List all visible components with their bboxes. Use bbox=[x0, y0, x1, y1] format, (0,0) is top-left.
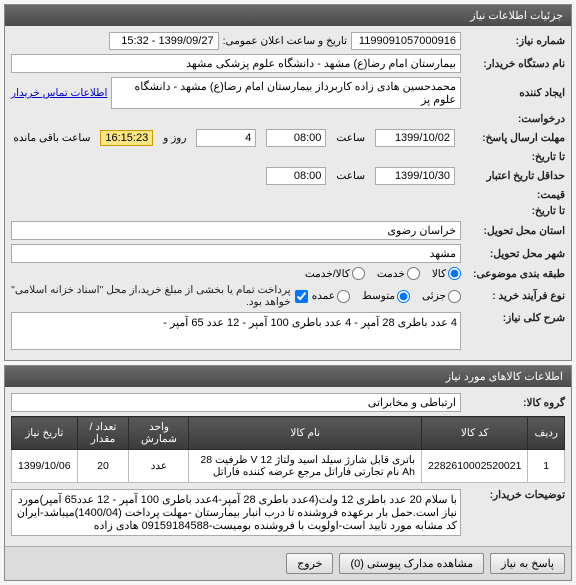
panel-title: جزئیات اطلاعات نیاز bbox=[5, 5, 571, 26]
cell-code: 2282610002520021 bbox=[422, 450, 528, 483]
label-valid-min: حداقل تاریخ اعتبار bbox=[465, 170, 565, 182]
field-deadline-hour: 08:00 bbox=[266, 129, 326, 147]
radio-both[interactable]: کالا/خدمت bbox=[305, 267, 365, 280]
field-days-left: 4 bbox=[196, 129, 256, 147]
radio-goods[interactable]: کالا bbox=[432, 267, 461, 280]
field-org: بیمارستان امام رضا(ع) مشهد - دانشگاه علو… bbox=[11, 54, 461, 73]
label-hour: ساعت bbox=[336, 132, 365, 144]
col-unit: واحد شمارش bbox=[129, 417, 189, 450]
field-buyer-note: با سلام 20 عدد باطری 12 ولت(4عدد باطری 2… bbox=[11, 489, 461, 536]
view-docs-button[interactable]: مشاهده مدارک پیوستی (0) bbox=[339, 553, 484, 574]
buyer-contact-link[interactable]: اطلاعات تماس خریدار bbox=[11, 87, 107, 99]
budget-radio-group: کالا خدمت کالا/خدمت bbox=[305, 267, 461, 280]
radio-mid[interactable]: متوسط bbox=[362, 290, 410, 303]
label-price: قیمت: bbox=[465, 189, 565, 201]
label-public-time: تاریخ و ساعت اعلان عمومی: bbox=[223, 35, 347, 47]
field-creator: محمدحسین هادی زاده کاربرداز بیمارستان ام… bbox=[111, 77, 461, 109]
field-number: 1199091057000916 bbox=[351, 32, 461, 50]
label-org: نام دستگاه خریدار: bbox=[465, 58, 565, 70]
label-province: استان محل تحویل: bbox=[465, 225, 565, 237]
label-creator: ایجاد کننده bbox=[465, 87, 565, 99]
label-to-date2: تا تاریخ: bbox=[465, 205, 565, 217]
label-number: شماره نیاز: bbox=[465, 35, 565, 47]
cell-name: باتری قابل شارژ سیلد اسید ولتاژ 12 V ظرف… bbox=[189, 450, 422, 483]
field-desc: 4 عدد باطری 28 آمپر - 4 عدد باطری 100 آم… bbox=[11, 312, 461, 350]
cell-date: 1399/10/06 bbox=[12, 450, 78, 483]
label-desc: شرح کلی نیاز: bbox=[465, 312, 565, 324]
cell-idx: 1 bbox=[528, 450, 565, 483]
process-note: پرداخت تمام یا بخشی از مبلغ خرید،از محل … bbox=[11, 284, 291, 308]
label-request: درخواست: bbox=[465, 113, 565, 125]
process-radio-group: جزئی متوسط عمده bbox=[312, 290, 461, 303]
label-remain: ساعت باقی مانده bbox=[13, 132, 90, 144]
label-deadline: مهلت ارسال پاسخ: bbox=[465, 132, 565, 144]
label-buyer-note: توضیحات خریدار: bbox=[465, 489, 565, 501]
button-bar: پاسخ به نیاز مشاهده مدارک پیوستی (0) خرو… bbox=[5, 546, 571, 580]
radio-low[interactable]: جزئی bbox=[422, 290, 461, 303]
col-code: کد کالا bbox=[422, 417, 528, 450]
panel-body: شماره نیاز: 1199091057000916 تاریخ و ساع… bbox=[5, 26, 571, 360]
need-details-panel: جزئیات اطلاعات نیاز شماره نیاز: 11990910… bbox=[4, 4, 572, 361]
col-name: نام کالا bbox=[189, 417, 422, 450]
col-qty: تعداد / مقدار bbox=[77, 417, 129, 450]
respond-button[interactable]: پاسخ به نیاز bbox=[490, 553, 565, 574]
field-valid-hour: 08:00 bbox=[266, 167, 326, 185]
field-group: ارتباطی و مخابراتی bbox=[11, 393, 461, 412]
label-day: روز و bbox=[163, 132, 186, 144]
field-province: خراسان رضوی bbox=[11, 221, 461, 240]
field-deadline-date: 1399/10/02 bbox=[375, 129, 455, 147]
cell-unit: عدد bbox=[129, 450, 189, 483]
label-group: گروه کالا: bbox=[465, 397, 565, 409]
items-panel: اطلاعات کالاهای مورد نیاز گروه کالا: ارت… bbox=[4, 365, 572, 581]
radio-service[interactable]: خدمت bbox=[377, 267, 420, 280]
label-from-date: تا تاریخ: bbox=[465, 151, 565, 163]
items-table: ردیف کد کالا نام کالا واحد شمارش تعداد /… bbox=[11, 416, 565, 483]
treasury-checkbox[interactable] bbox=[295, 290, 308, 303]
radio-high[interactable]: عمده bbox=[312, 290, 350, 303]
table-row: 1 2282610002520021 باتری قابل شارژ سیلد … bbox=[12, 450, 565, 483]
field-valid-date: 1399/10/30 bbox=[375, 167, 455, 185]
field-city: مشهد bbox=[11, 244, 461, 263]
items-panel-title: اطلاعات کالاهای مورد نیاز bbox=[5, 366, 571, 387]
field-public-time: 1399/09/27 - 15:32 bbox=[109, 32, 219, 50]
exit-button[interactable]: خروج bbox=[286, 553, 333, 574]
items-panel-body: گروه کالا: ارتباطی و مخابراتی ردیف کد کا… bbox=[5, 387, 571, 546]
col-idx: ردیف bbox=[528, 417, 565, 450]
label-process-type: نوع فرآیند خرید : bbox=[465, 290, 565, 302]
cell-qty: 20 bbox=[77, 450, 129, 483]
label-budget: طبقه بندی موضوعی: bbox=[465, 268, 565, 280]
countdown-timer: 16:15:23 bbox=[100, 130, 153, 146]
table-header-row: ردیف کد کالا نام کالا واحد شمارش تعداد /… bbox=[12, 417, 565, 450]
label-city: شهر محل تحویل: bbox=[465, 248, 565, 260]
label-hour2: ساعت bbox=[336, 170, 365, 182]
col-date: تاریخ نیاز bbox=[12, 417, 78, 450]
